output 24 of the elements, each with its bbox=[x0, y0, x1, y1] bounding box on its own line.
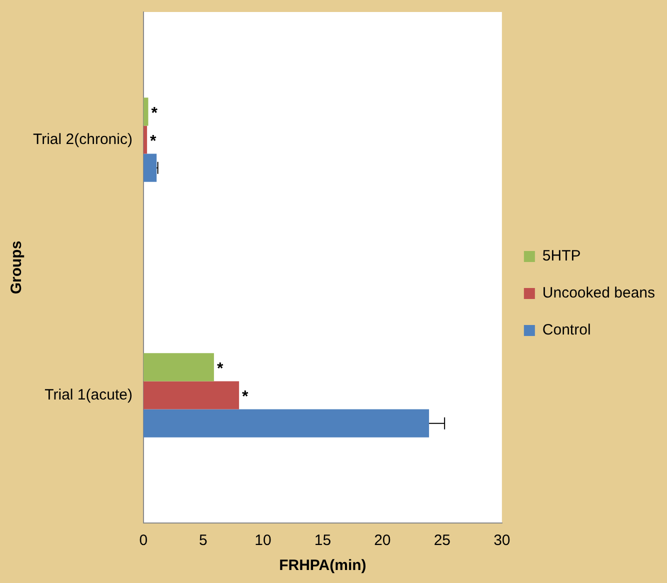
x-tick-label: 0 bbox=[139, 532, 148, 550]
bar bbox=[143, 381, 240, 410]
data-label: * bbox=[150, 133, 158, 150]
x-tick-label: 15 bbox=[314, 532, 332, 550]
x-axis-title: FRHPA(min) bbox=[279, 557, 366, 574]
y-tick-label: Trial 2(chronic) bbox=[32, 130, 132, 148]
y-tick-label: Trial 1(acute) bbox=[44, 386, 132, 404]
legend-label: 5HTP bbox=[542, 248, 581, 265]
bar bbox=[143, 98, 148, 126]
x-tick-label: 10 bbox=[254, 532, 272, 550]
x-tick-label: 20 bbox=[374, 532, 391, 550]
x-tick-label: 25 bbox=[434, 532, 451, 550]
bar bbox=[143, 154, 157, 182]
bar bbox=[143, 126, 148, 154]
bar bbox=[143, 353, 214, 382]
x-tick-label: 5 bbox=[199, 532, 208, 550]
y-axis-title: Groups bbox=[8, 240, 26, 294]
bar bbox=[143, 409, 430, 438]
data-label: * bbox=[216, 360, 224, 378]
x-tick-label: 30 bbox=[494, 532, 510, 550]
legend-label: Uncooked beans bbox=[542, 284, 656, 302]
data-label: * bbox=[151, 105, 158, 122]
legend-label: Control bbox=[542, 322, 591, 339]
data-label: * bbox=[242, 388, 250, 406]
